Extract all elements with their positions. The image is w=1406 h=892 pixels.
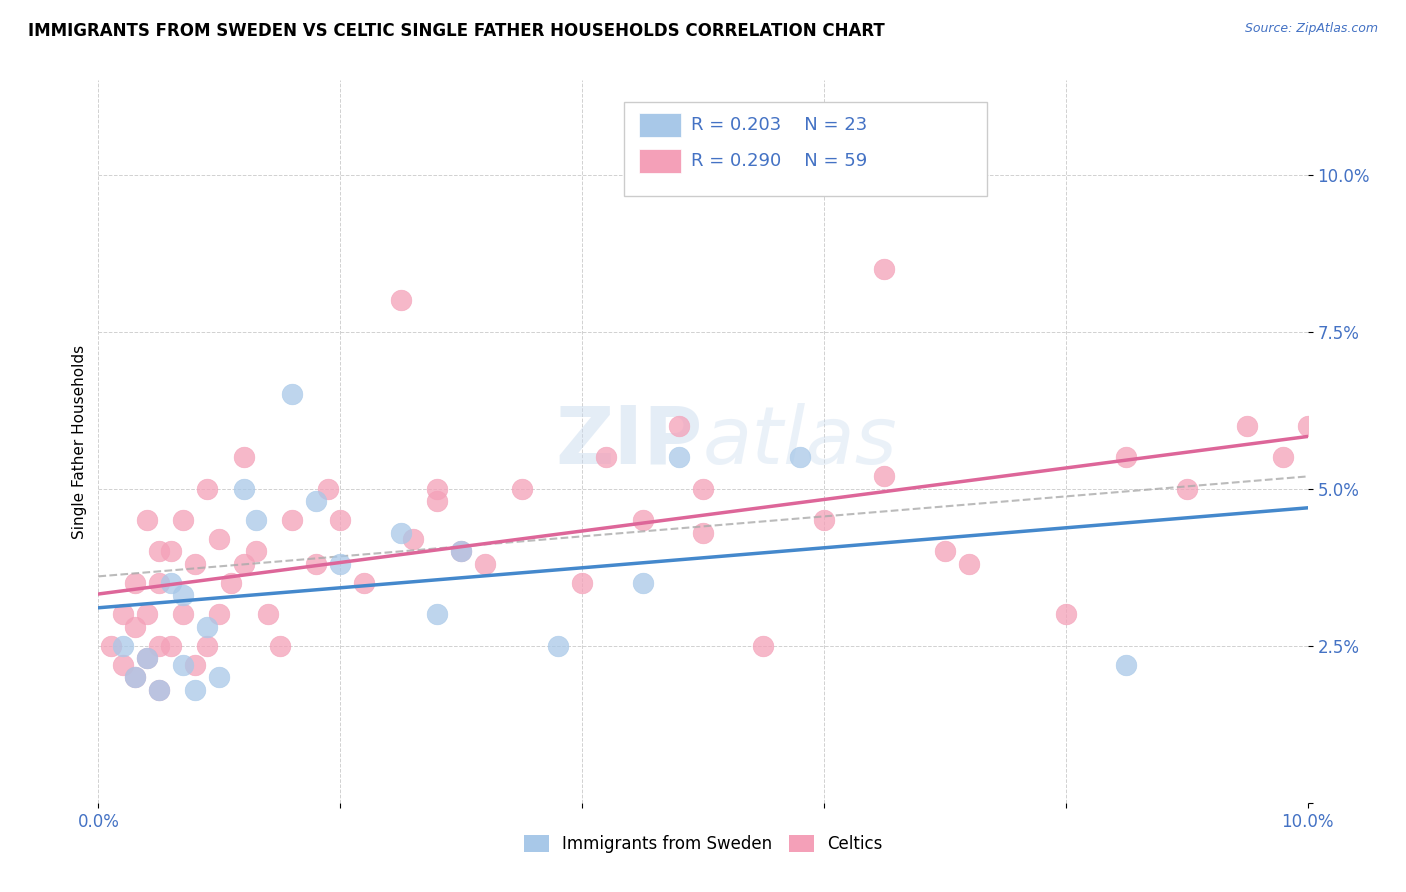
Point: [1175, 482, 1198, 496]
Point: [135, 651, 157, 665]
Y-axis label: Single Father Households: Single Father Households: [72, 344, 87, 539]
Text: Source: ZipAtlas.com: Source: ZipAtlas.com: [1244, 22, 1378, 36]
Point: [281, 387, 304, 401]
Point: [172, 513, 194, 527]
Point: [160, 639, 183, 653]
Point: [195, 639, 218, 653]
Point: [692, 525, 714, 540]
Point: [510, 482, 533, 496]
Point: [148, 575, 170, 590]
Point: [668, 418, 690, 433]
Point: [208, 607, 231, 622]
Point: [195, 620, 218, 634]
Point: [1236, 418, 1258, 433]
Point: [595, 450, 617, 465]
Point: [195, 482, 218, 496]
Point: [124, 670, 146, 684]
Point: [232, 450, 254, 465]
Point: [111, 639, 134, 653]
Point: [232, 557, 254, 571]
Point: [184, 657, 207, 672]
Point: [426, 607, 449, 622]
FancyBboxPatch shape: [624, 102, 987, 196]
Point: [752, 639, 775, 653]
Point: [426, 482, 449, 496]
Text: atlas: atlas: [703, 402, 898, 481]
Point: [124, 575, 146, 590]
Text: ZIP: ZIP: [555, 402, 703, 481]
Legend: Immigrants from Sweden, Celtics: Immigrants from Sweden, Celtics: [517, 828, 889, 860]
Point: [172, 607, 194, 622]
FancyBboxPatch shape: [638, 149, 682, 173]
Point: [281, 513, 304, 527]
Point: [692, 482, 714, 496]
Point: [1272, 450, 1295, 465]
Point: [172, 657, 194, 672]
Point: [547, 639, 569, 653]
Point: [111, 607, 134, 622]
Point: [571, 575, 593, 590]
Point: [135, 651, 157, 665]
Point: [184, 682, 207, 697]
Point: [124, 620, 146, 634]
Point: [631, 575, 654, 590]
Point: [1115, 450, 1137, 465]
FancyBboxPatch shape: [638, 112, 682, 136]
Point: [353, 575, 375, 590]
Point: [389, 293, 412, 308]
Point: [450, 544, 472, 558]
Point: [316, 482, 339, 496]
Point: [389, 525, 412, 540]
Point: [208, 532, 231, 546]
Point: [148, 544, 170, 558]
Point: [873, 261, 896, 276]
Point: [184, 557, 207, 571]
Point: [1115, 657, 1137, 672]
Point: [450, 544, 472, 558]
Text: R = 0.203    N = 23: R = 0.203 N = 23: [690, 116, 868, 134]
Text: R = 0.290    N = 59: R = 0.290 N = 59: [690, 153, 868, 170]
Point: [329, 513, 352, 527]
Point: [402, 532, 425, 546]
Point: [160, 575, 183, 590]
Point: [474, 557, 496, 571]
Point: [934, 544, 956, 558]
Point: [111, 657, 134, 672]
Point: [172, 589, 194, 603]
Point: [329, 557, 352, 571]
Point: [269, 639, 291, 653]
Point: [135, 607, 157, 622]
Point: [668, 450, 690, 465]
Point: [208, 670, 231, 684]
Point: [232, 482, 254, 496]
Point: [1296, 418, 1319, 433]
Point: [245, 544, 267, 558]
Point: [221, 575, 243, 590]
Point: [148, 639, 170, 653]
Point: [873, 469, 896, 483]
Point: [124, 670, 146, 684]
Point: [148, 682, 170, 697]
Point: [305, 494, 328, 508]
Point: [1054, 607, 1077, 622]
Point: [813, 513, 835, 527]
Text: IMMIGRANTS FROM SWEDEN VS CELTIC SINGLE FATHER HOUSEHOLDS CORRELATION CHART: IMMIGRANTS FROM SWEDEN VS CELTIC SINGLE …: [28, 22, 884, 40]
Point: [160, 544, 183, 558]
Point: [957, 557, 980, 571]
Point: [135, 513, 157, 527]
Point: [789, 450, 811, 465]
Point: [631, 513, 654, 527]
Point: [100, 639, 122, 653]
Point: [245, 513, 267, 527]
Point: [256, 607, 278, 622]
Point: [148, 682, 170, 697]
Point: [305, 557, 328, 571]
Point: [426, 494, 449, 508]
